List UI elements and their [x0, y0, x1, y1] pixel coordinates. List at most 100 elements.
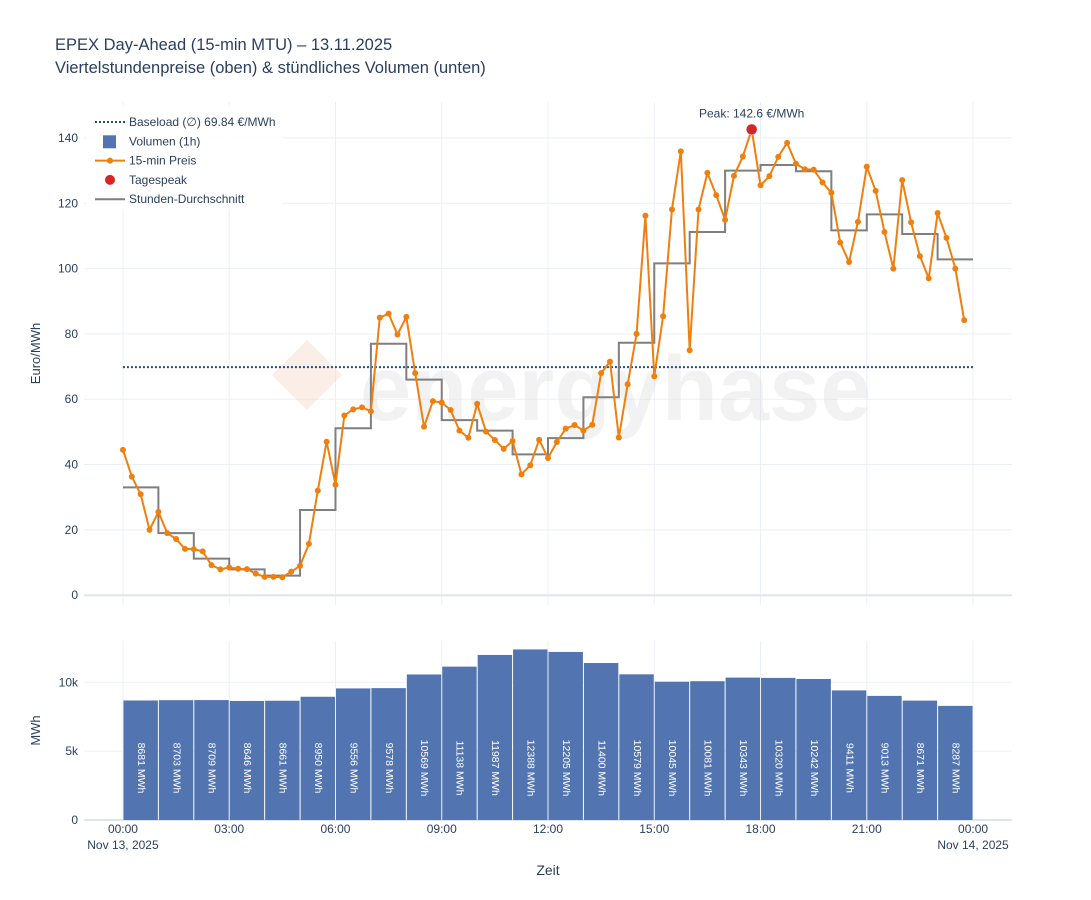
- price-point[interactable]: [474, 400, 481, 407]
- volume-bar[interactable]: [690, 681, 725, 820]
- price-point[interactable]: [447, 407, 454, 414]
- price-point[interactable]: [217, 566, 224, 573]
- price-point[interactable]: [863, 163, 870, 170]
- price-point[interactable]: [394, 331, 401, 338]
- price-point[interactable]: [952, 265, 959, 272]
- price-point[interactable]: [872, 187, 879, 194]
- price-point[interactable]: [925, 275, 932, 282]
- price-point[interactable]: [323, 438, 330, 445]
- price-point[interactable]: [571, 422, 578, 429]
- price-point[interactable]: [846, 259, 853, 266]
- price-point[interactable]: [730, 172, 737, 179]
- price-point[interactable]: [633, 330, 640, 337]
- price-point[interactable]: [332, 481, 339, 488]
- price-point[interactable]: [589, 421, 596, 428]
- volume-bar[interactable]: [902, 700, 938, 820]
- price-point[interactable]: [801, 166, 808, 173]
- price-point[interactable]: [668, 206, 675, 213]
- price-point[interactable]: [527, 462, 534, 469]
- price-point[interactable]: [624, 381, 631, 388]
- price-point[interactable]: [553, 439, 560, 446]
- price-point[interactable]: [642, 212, 649, 219]
- price-point[interactable]: [899, 177, 906, 184]
- price-point[interactable]: [173, 536, 180, 543]
- price-point[interactable]: [545, 455, 551, 462]
- volume-bar[interactable]: [654, 681, 690, 820]
- price-point[interactable]: [580, 427, 587, 434]
- volume-bar[interactable]: [619, 674, 654, 820]
- price-point[interactable]: [828, 189, 835, 196]
- volume-bar[interactable]: [229, 700, 265, 820]
- price-point[interactable]: [155, 508, 162, 515]
- price-point[interactable]: [270, 573, 277, 580]
- legend-item-price[interactable]: 15-min Preis: [95, 154, 196, 168]
- price-point[interactable]: [252, 570, 259, 577]
- volume-bar[interactable]: [477, 654, 513, 820]
- volume-bar[interactable]: [938, 705, 973, 820]
- volume-bar[interactable]: [335, 688, 371, 820]
- volume-bar[interactable]: [194, 700, 229, 820]
- price-point[interactable]: [686, 347, 693, 354]
- price-point[interactable]: [226, 564, 233, 571]
- volume-bar[interactable]: [123, 700, 158, 820]
- volume-bar[interactable]: [761, 677, 796, 820]
- price-point[interactable]: [465, 434, 472, 441]
- volume-bar[interactable]: [796, 678, 831, 820]
- price-point[interactable]: [908, 219, 915, 226]
- price-point[interactable]: [367, 408, 374, 415]
- price-point[interactable]: [518, 471, 525, 478]
- volume-bar[interactable]: [725, 677, 761, 820]
- price-point[interactable]: [961, 317, 968, 324]
- price-point[interactable]: [208, 562, 215, 569]
- price-point[interactable]: [775, 153, 782, 160]
- price-point[interactable]: [164, 530, 171, 537]
- peak-marker[interactable]: [745, 123, 758, 136]
- price-point[interactable]: [279, 574, 286, 581]
- price-point[interactable]: [677, 148, 684, 155]
- price-point[interactable]: [615, 434, 622, 441]
- price-point[interactable]: [784, 139, 791, 146]
- price-point[interactable]: [722, 216, 729, 223]
- volume-bar[interactable]: [265, 700, 300, 820]
- legend-item-baseload[interactable]: Baseload (∅) 69.84 €/MWh: [95, 115, 276, 129]
- price-point[interactable]: [837, 239, 844, 246]
- volume-bar[interactable]: [371, 688, 406, 820]
- volume-bar[interactable]: [831, 690, 867, 820]
- price-point[interactable]: [562, 425, 569, 432]
- price-point[interactable]: [651, 373, 658, 380]
- price-point[interactable]: [181, 545, 188, 552]
- price-point[interactable]: [598, 370, 605, 377]
- price-point[interactable]: [412, 370, 419, 377]
- price-point[interactable]: [146, 526, 153, 533]
- volume-bar[interactable]: [583, 663, 619, 820]
- price-point[interactable]: [916, 253, 923, 260]
- price-point[interactable]: [890, 265, 897, 272]
- price-point[interactable]: [341, 412, 348, 419]
- price-point[interactable]: [350, 406, 357, 413]
- price-point[interactable]: [235, 565, 242, 572]
- price-point[interactable]: [288, 568, 295, 575]
- price-point[interactable]: [119, 446, 126, 453]
- price-point[interactable]: [438, 399, 445, 406]
- price-point[interactable]: [491, 437, 498, 444]
- price-point[interactable]: [359, 404, 366, 411]
- price-point[interactable]: [509, 438, 516, 445]
- volume-bar[interactable]: [442, 666, 477, 820]
- volume-bar[interactable]: [548, 651, 583, 820]
- price-point[interactable]: [704, 169, 711, 176]
- legend-item-hourly[interactable]: Stunden-Durchschnitt: [95, 192, 245, 206]
- price-point[interactable]: [376, 314, 383, 321]
- price-point[interactable]: [536, 436, 543, 443]
- price-point[interactable]: [713, 192, 720, 199]
- price-point[interactable]: [421, 423, 428, 430]
- volume-bar[interactable]: [867, 695, 902, 820]
- price-point[interactable]: [456, 427, 463, 434]
- price-point[interactable]: [297, 562, 304, 569]
- volume-bar[interactable]: [513, 649, 548, 820]
- price-point[interactable]: [500, 445, 507, 452]
- price-point[interactable]: [943, 234, 950, 241]
- price-point[interactable]: [305, 540, 312, 547]
- legend-item-volume[interactable]: Volumen (1h): [103, 134, 200, 149]
- legend-item-peak[interactable]: Tagespeak: [105, 173, 188, 187]
- price-point[interactable]: [881, 228, 888, 235]
